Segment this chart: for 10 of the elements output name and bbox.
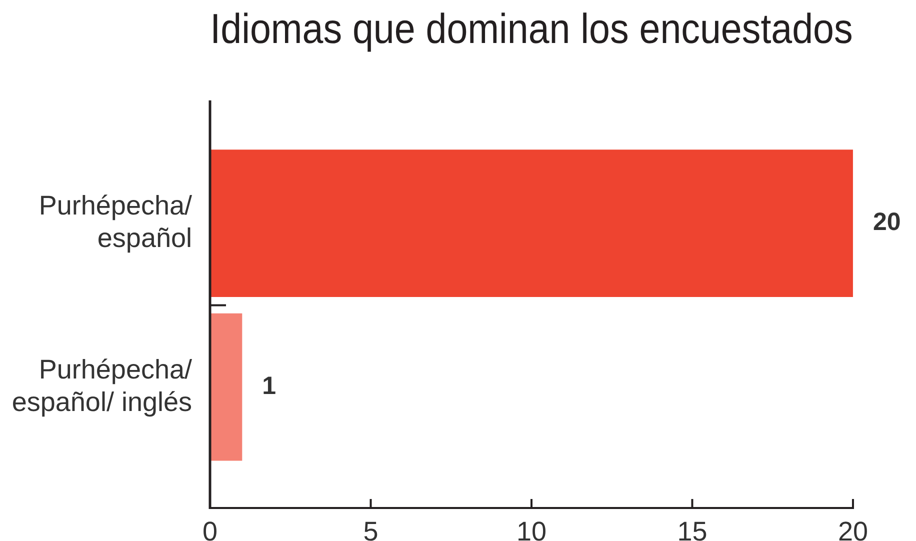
x-tick-label: 0 (202, 516, 218, 541)
data-label: 20 (872, 208, 901, 236)
chart-title: Idiomas que dominan los encuestados (210, 6, 853, 52)
y-tick-label: Purhépecha/ español/ inglés (12, 354, 192, 417)
x-tick-label: 20 (838, 516, 868, 541)
x-tick-label: 5 (363, 516, 378, 541)
data-label: 1 (262, 372, 276, 400)
x-tick-label: 15 (677, 516, 708, 541)
y-tick-label: Purhépecha/ español (38, 190, 192, 253)
x-tick-label: 10 (516, 516, 547, 541)
